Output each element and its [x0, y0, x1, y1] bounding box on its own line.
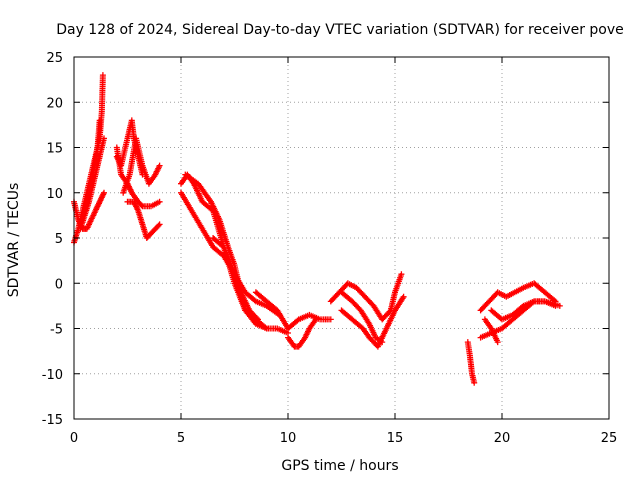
- series-markers: [477, 280, 559, 314]
- y-axis-label: SDTVAR / TECUs: [6, 183, 22, 298]
- series-markers: [488, 298, 559, 323]
- x-tick-label: 5: [177, 431, 185, 446]
- series-markers: [210, 235, 283, 318]
- x-tick-label: 0: [70, 431, 78, 446]
- x-axis-label: GPS time / hours: [281, 458, 398, 474]
- series-markers: [338, 289, 386, 346]
- series-markers: [252, 289, 334, 332]
- series-track-14: [285, 316, 319, 350]
- y-tick-label: -10: [42, 368, 63, 383]
- y-tick-label: 25: [46, 51, 63, 66]
- x-tick-label: 15: [387, 431, 404, 446]
- series-track-22: [481, 316, 501, 346]
- series-track-4: [81, 117, 103, 214]
- x-tick-label: 20: [494, 431, 511, 446]
- series-markers: [178, 171, 270, 332]
- x-tick-label: 10: [280, 431, 297, 446]
- grid-lines: [74, 57, 609, 419]
- series-markers: [285, 316, 319, 350]
- x-tick-label: 25: [601, 431, 618, 446]
- y-tick-label: 15: [46, 142, 63, 157]
- series-track-12: [210, 235, 283, 318]
- series-track-9: [178, 171, 270, 332]
- series-track-18: [464, 339, 478, 386]
- y-axis-ticks: -15 -10 -5 0 5 10 15 20 25: [42, 51, 609, 428]
- series-track-21: [488, 298, 559, 323]
- series-markers: [481, 316, 501, 346]
- series-markers: [81, 117, 103, 214]
- series-markers: [124, 198, 163, 241]
- y-tick-label: -15: [42, 413, 63, 428]
- y-tick-label: 0: [55, 277, 63, 292]
- chart-title: Day 128 of 2024, Sidereal Day-to-day VTE…: [56, 22, 624, 38]
- series-track-8: [124, 198, 163, 241]
- data-points: [71, 72, 563, 386]
- series-track-19: [477, 280, 559, 314]
- series-markers: [464, 339, 478, 386]
- x-axis-ticks: 0 5 10 15 20 25: [70, 57, 617, 446]
- series-track-7: [120, 135, 163, 196]
- y-tick-label: -5: [50, 323, 63, 338]
- y-tick-label: 20: [46, 96, 63, 111]
- y-tick-label: 5: [55, 232, 63, 247]
- y-tick-label: 10: [46, 187, 63, 202]
- series-track-17: [338, 289, 386, 346]
- series-markers: [120, 135, 163, 196]
- series-track-13: [252, 289, 334, 332]
